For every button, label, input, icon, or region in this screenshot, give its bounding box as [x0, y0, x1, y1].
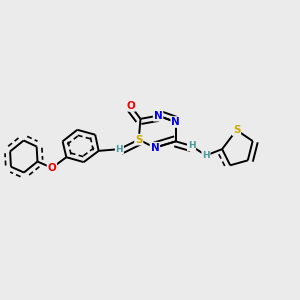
- Text: N: N: [154, 111, 163, 121]
- Text: N: N: [151, 143, 159, 153]
- Text: O: O: [47, 163, 56, 173]
- Text: S: S: [135, 135, 142, 145]
- Text: S: S: [233, 125, 240, 135]
- Text: H: H: [116, 145, 123, 154]
- Text: H: H: [188, 142, 195, 151]
- Text: O: O: [126, 101, 135, 111]
- Text: N: N: [171, 117, 180, 127]
- Text: H: H: [202, 151, 210, 160]
